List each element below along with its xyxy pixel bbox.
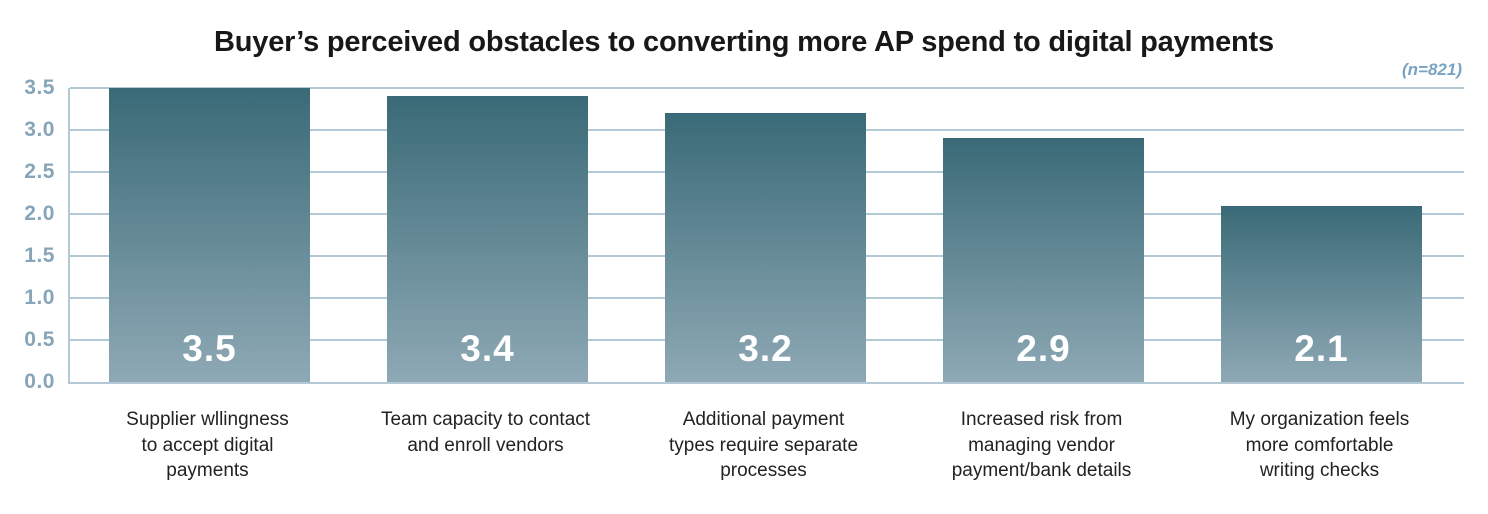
bar-value-label-3: 3.2 bbox=[738, 328, 793, 369]
y-tick-label-3.5: 3.5 bbox=[24, 76, 55, 99]
chart-title: Buyer’s perceived obstacles to convertin… bbox=[214, 26, 1274, 58]
bar-value-label-2: 3.4 bbox=[460, 328, 515, 369]
y-tick-label-1.5: 1.5 bbox=[24, 244, 55, 267]
y-tick-label-3.0: 3.0 bbox=[24, 118, 55, 141]
x-axis-labels: Supplier wllingness to accept digital pa… bbox=[68, 407, 1462, 507]
x-axis-category-label-3: Additional payment types require separat… bbox=[668, 409, 859, 482]
y-tick-label-2.5: 2.5 bbox=[24, 160, 55, 183]
y-tick-label-1.0: 1.0 bbox=[24, 286, 55, 309]
y-tick-label-2.0: 2.0 bbox=[24, 202, 55, 225]
bar-3: 3.2 bbox=[665, 113, 866, 382]
x-axis-category-label-2: Team capacity to contact and enroll vend… bbox=[380, 409, 591, 456]
bar-value-label-5: 2.1 bbox=[1294, 328, 1349, 369]
sample-size-note: (n=821) bbox=[1402, 60, 1462, 79]
x-axis-category-label-1: Supplier wllingness to accept digital pa… bbox=[126, 409, 289, 482]
bars-layer: 3.5 3.4 3.2 2.9 2.1 bbox=[70, 88, 1464, 382]
x-axis-category-label-5: My organization feels more comfortable w… bbox=[1229, 409, 1410, 482]
y-tick-label-0.5: 0.5 bbox=[24, 328, 55, 351]
gridline-3.5 bbox=[70, 87, 1464, 89]
bar-4: 2.9 bbox=[943, 138, 1144, 382]
bar-2: 3.4 bbox=[387, 96, 588, 382]
y-axis: 0.0 0.5 1.0 1.5 2.0 2.5 3.0 3.5 bbox=[0, 76, 55, 393]
plot-area: 3.5 3.4 3.2 2.9 2.1 bbox=[68, 87, 1464, 384]
bar-1: 3.5 bbox=[109, 88, 310, 382]
bar-value-label-1: 3.5 bbox=[182, 328, 237, 369]
x-axis-category-label-4: Increased risk from managing vendor paym… bbox=[951, 409, 1132, 482]
bar-value-label-4: 2.9 bbox=[1016, 328, 1071, 369]
bar-5: 2.1 bbox=[1220, 205, 1422, 382]
y-tick-label-0.0: 0.0 bbox=[24, 370, 55, 393]
